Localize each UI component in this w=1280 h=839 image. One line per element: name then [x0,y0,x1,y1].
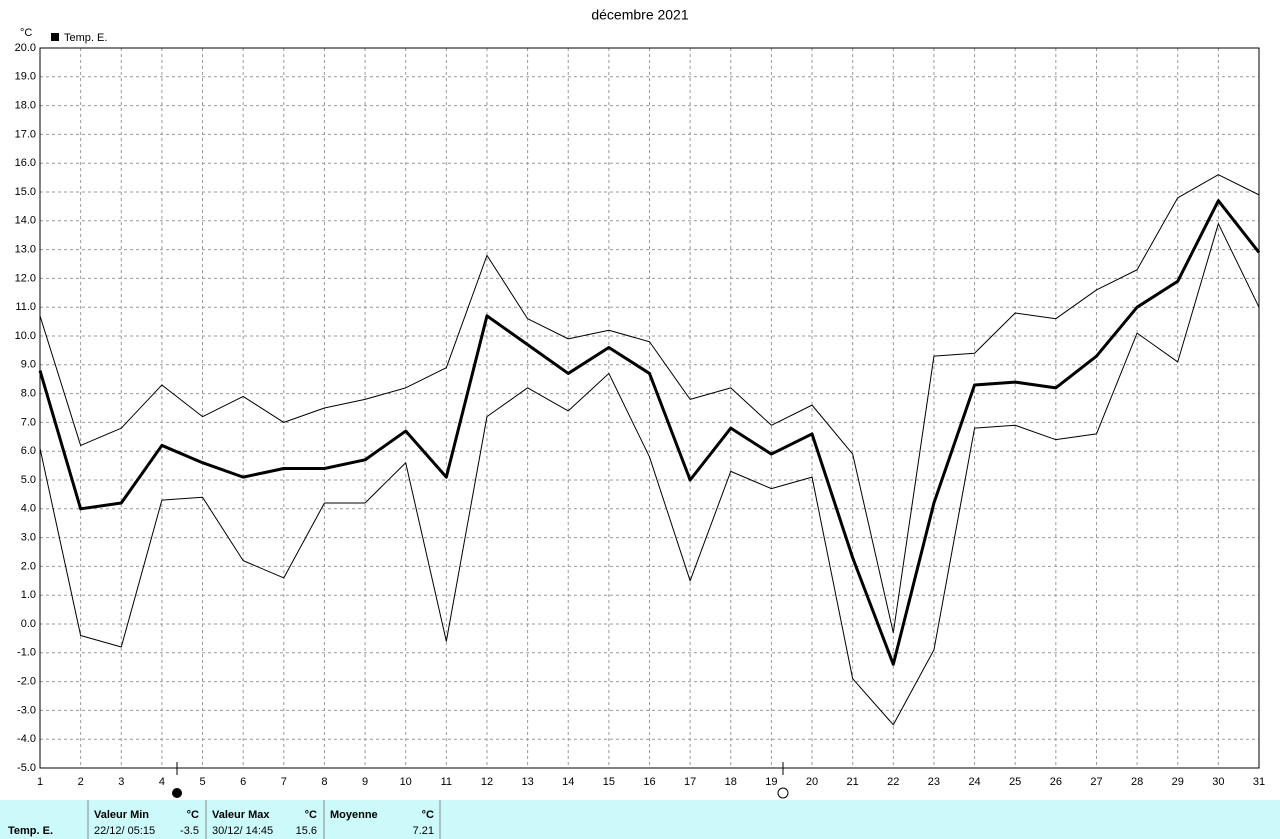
y-tick-label: 4.0 [21,503,36,515]
y-tick-label: 15.0 [15,186,36,198]
series-line [39,174,1260,634]
value: 15.6 [296,825,317,837]
y-tick-label: 20.0 [15,42,36,54]
header: Valeur Min [94,809,149,821]
y-tick-label: 6.0 [21,445,36,457]
y-tick-label: 9.0 [21,359,36,371]
y-tick-label: -1.0 [17,647,36,659]
row-label: Temp. E. [8,825,53,837]
x-tick-label: 1 [37,776,43,788]
x-tick-label: 22 [887,776,899,788]
y-tick-label: 5.0 [21,474,36,486]
header: Moyenne [330,809,378,821]
value: 7.21 [413,825,434,837]
y-tick-label: 10.0 [15,330,36,342]
x-tick-label: 13 [521,776,533,788]
x-tick-label: 12 [481,776,493,788]
when: 30/12/ 14:45 [212,825,273,837]
legend-swatch [51,33,59,41]
y-tick-label: -2.0 [17,676,36,688]
x-tick-label: 19 [765,776,777,788]
x-tick-label: 24 [968,776,980,788]
x-tick-label: 16 [643,776,655,788]
header: Valeur Max [212,809,270,821]
y-tick-label: 14.0 [15,215,36,227]
x-tick-label: 18 [725,776,737,788]
x-tick-label: 31 [1253,776,1265,788]
series-line [38,199,1261,666]
y-tick-label: -5.0 [17,762,36,774]
moon-phase-icon [172,788,182,798]
unit: °C [187,809,199,821]
legend-label: Temp. E. [64,32,107,44]
x-tick-label: 17 [684,776,696,788]
x-tick-label: 5 [199,776,205,788]
x-tick-label: 6 [240,776,246,788]
y-tick-label: 12.0 [15,272,36,284]
y-tick-label: 2.0 [21,560,36,572]
y-tick-label: -3.0 [17,704,36,716]
unit: °C [305,809,317,821]
chart-title: décembre 2021 [591,7,689,23]
y-tick-label: 16.0 [15,157,36,169]
plot-area: -5.0 -4.0 -3.0 -2.0 -1.0 0.0 1.0 2.0 3.0 4.0 5.0 6.… [15,42,1266,788]
x-tick-label: 23 [928,776,940,788]
moon-phase-icon [777,787,789,799]
x-tick-label: 11 [441,776,452,788]
x-tick-label: 28 [1131,776,1143,788]
x-tick-label: 26 [1050,776,1062,788]
unit: °C [422,809,434,821]
y-tick-label: 8.0 [21,388,36,400]
y-tick-label: 1.0 [21,589,36,601]
y-tick-label: 18.0 [15,100,36,112]
x-tick-label: 8 [321,776,327,788]
summary-background [0,800,1280,839]
x-tick-label: 21 [847,776,859,788]
y-tick-label: 3.0 [21,532,36,544]
x-tick-label: 10 [400,776,412,788]
y-tick-label: 0.0 [21,618,36,630]
summary-table: Temp. E. Valeur Min °C 22/12/ 05:15 -3.5… [0,800,1280,839]
series-line [39,223,1260,726]
y-tick-label: 13.0 [15,244,36,256]
y-axis-unit: °C [20,27,32,39]
x-tick-label: 15 [603,776,615,788]
x-tick-label: 30 [1212,776,1224,788]
x-tick-label: 27 [1090,776,1102,788]
value: -3.5 [180,825,199,837]
x-tick-label: 29 [1172,776,1184,788]
y-tick-label: 7.0 [21,416,36,428]
when: 22/12/ 05:15 [94,825,155,837]
x-tick-label: 7 [281,776,287,788]
x-tick-label: 20 [806,776,818,788]
y-tick-label: 17.0 [15,128,36,140]
x-tick-label: 9 [362,776,368,788]
y-tick-label: -4.0 [17,733,36,745]
x-tick-label: 25 [1009,776,1021,788]
x-tick-label: 3 [118,776,124,788]
y-tick-label: 19.0 [15,71,36,83]
x-tick-label: 2 [78,776,84,788]
x-tick-label: 14 [562,776,574,788]
x-tick-label: 4 [159,776,165,788]
y-tick-label: 11.0 [15,301,36,313]
plot-frame [39,47,1260,769]
